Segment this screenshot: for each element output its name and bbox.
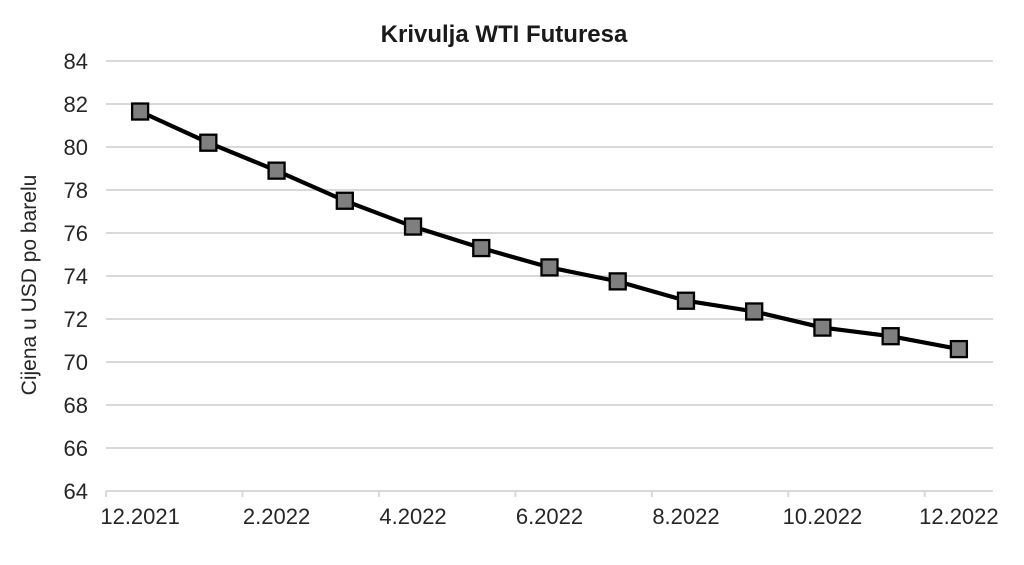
x-axis-ticks	[105, 491, 926, 497]
y-tick-label: 80	[64, 135, 88, 160]
y-tick-label: 78	[64, 178, 88, 203]
data-point-marker	[472, 238, 491, 258]
y-tick-label: 82	[64, 92, 88, 117]
y-tick-label: 66	[64, 436, 88, 461]
x-tick-label: 12.2021	[100, 504, 180, 529]
data-point-marker	[608, 272, 627, 291]
chart-title: Krivulja WTI Futuresa	[380, 21, 628, 48]
gridlines	[106, 60, 993, 492]
data-point-marker	[403, 217, 423, 236]
y-tick-label: 84	[64, 49, 88, 74]
y-tick-label: 72	[64, 307, 88, 332]
data-series	[130, 102, 969, 359]
data-point-marker	[676, 291, 696, 310]
y-tick-label: 76	[64, 221, 88, 246]
y-axis-tick-labels: 84 82 80 78 76 74 72 70 68 66 64	[64, 49, 88, 504]
data-point-marker	[267, 161, 286, 180]
y-tick-label: 68	[64, 393, 88, 418]
data-point-marker	[813, 318, 832, 337]
y-tick-label: 64	[64, 479, 88, 504]
y-tick-label: 74	[64, 264, 88, 289]
data-point-marker	[881, 327, 900, 346]
data-point-marker	[540, 258, 559, 277]
x-tick-label: 2.2022	[243, 504, 310, 529]
data-point-marker	[199, 133, 218, 152]
data-point-marker	[745, 302, 764, 321]
x-tick-label: 12.2022	[919, 504, 999, 529]
x-tick-label: 10.2022	[783, 504, 863, 529]
data-point-marker	[335, 191, 354, 210]
data-point-marker	[130, 102, 150, 121]
x-axis-tick-labels: 12.2021 2.2022 4.2022 6.2022 8.2022 10.2022 12…	[100, 504, 998, 529]
x-tick-label: 8.2022	[652, 504, 719, 529]
data-point-marker	[949, 339, 969, 359]
x-tick-label: 6.2022	[516, 504, 583, 529]
y-tick-label: 70	[64, 350, 88, 375]
x-tick-label: 4.2022	[379, 504, 446, 529]
